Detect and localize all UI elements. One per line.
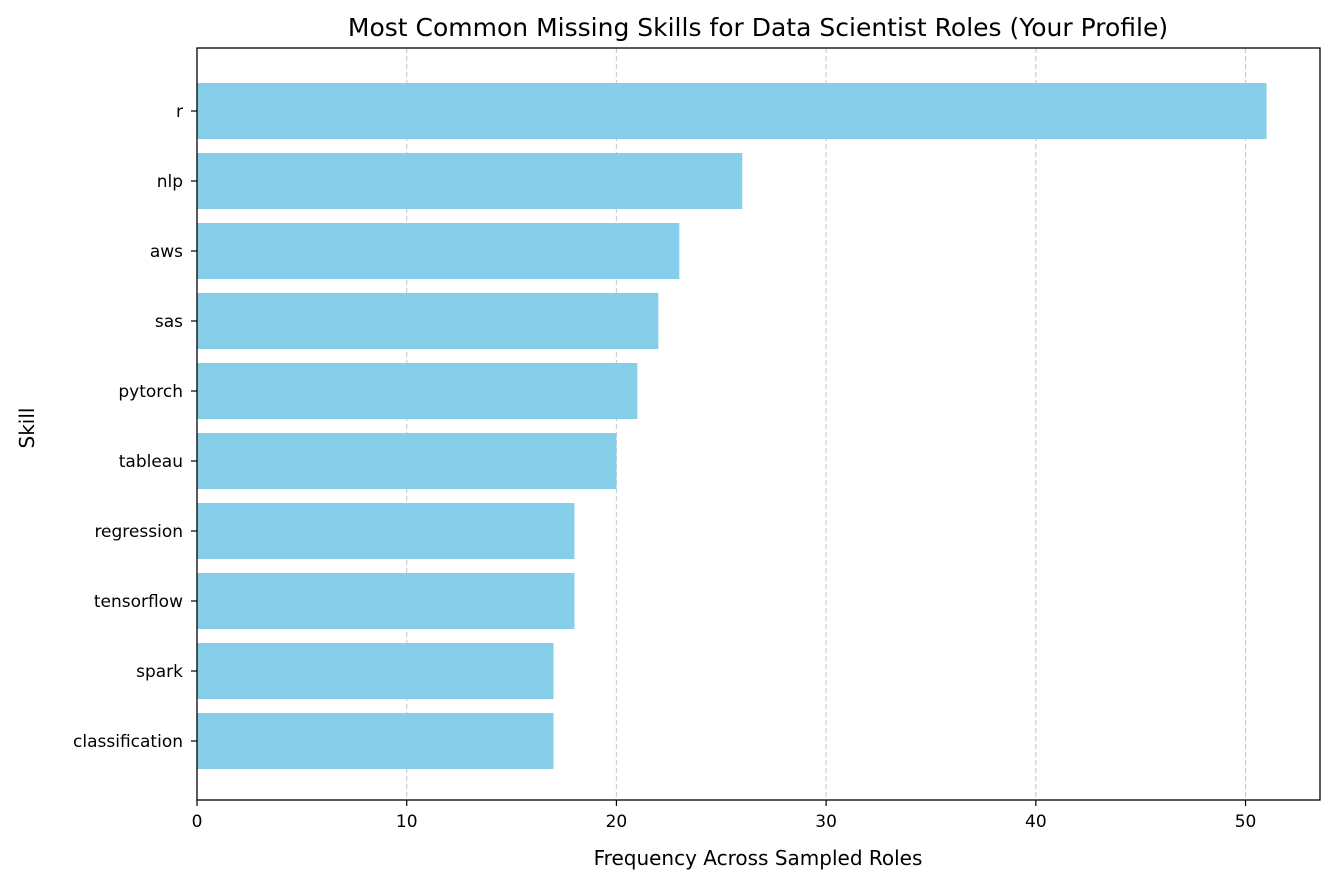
y-tick-label-classification: classification (73, 732, 183, 752)
chart-title: Most Common Missing Skills for Data Scie… (348, 13, 1168, 42)
bar-tableau (197, 433, 617, 489)
y-tick-label-tableau: tableau (119, 452, 183, 472)
bar-classification (197, 713, 554, 769)
y-tick-label-spark: spark (136, 662, 183, 682)
y-axis-label: Skill (15, 408, 39, 449)
y-tick-label-aws: aws (150, 242, 183, 262)
x-axis-label: Frequency Across Sampled Roles (594, 846, 923, 870)
bar-regression (197, 503, 575, 559)
plot-frame (196, 47, 1321, 801)
bars-layer (197, 83, 1267, 769)
x-tick-label: 30 (815, 812, 837, 832)
y-axis-ticks: r nlp aws sas pytorch tableau regression tensor… (73, 102, 197, 752)
x-tick-label: 10 (396, 812, 418, 832)
x-tick-label: 20 (606, 812, 628, 832)
bar-sas (197, 293, 659, 349)
bar-spark (197, 643, 554, 699)
x-tick-label: 40 (1025, 812, 1047, 832)
x-axis-ticks: 0 10 20 30 40 50 (192, 800, 1257, 832)
bar-pytorch (197, 363, 638, 419)
y-tick-label-r: r (176, 102, 183, 122)
x-tick-label: 0 (192, 812, 203, 832)
bar-nlp (197, 153, 743, 209)
bar-aws (197, 223, 680, 279)
bar-tensorflow (197, 573, 575, 629)
y-tick-label-nlp: nlp (157, 172, 183, 192)
x-tick-label: 50 (1235, 812, 1257, 832)
y-tick-label-tensorflow: tensorflow (94, 592, 183, 612)
y-tick-label-sas: sas (155, 312, 183, 332)
bar-r (197, 83, 1267, 139)
y-tick-label-pytorch: pytorch (118, 382, 183, 402)
y-tick-label-regression: regression (94, 522, 183, 542)
